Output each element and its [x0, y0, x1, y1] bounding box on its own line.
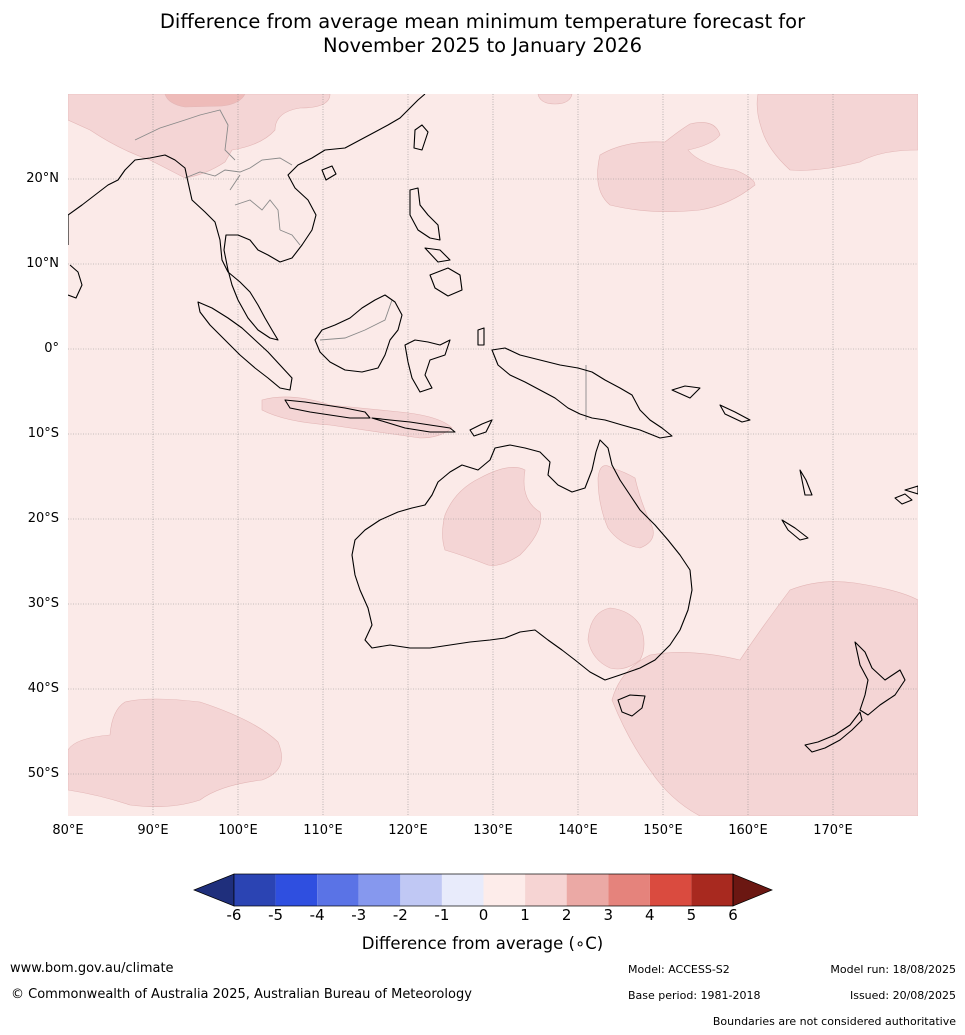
- coast-borneo: [314, 294, 403, 373]
- anomaly-patch-south-indian: [68, 698, 282, 807]
- coast-luzon: [409, 187, 441, 241]
- anomaly-patch-south-china: [68, 94, 331, 179]
- coast-vanuatu: [799, 469, 813, 496]
- colorbar-tick-label: -1: [434, 906, 450, 924]
- footer-model-run: Model run: 18/08/2025: [830, 963, 956, 976]
- anomaly-patch-cape-york: [597, 465, 654, 549]
- colorbar-swatch: [691, 874, 733, 906]
- coast-new-guinea: [491, 347, 673, 439]
- lat-label-10n: 10°N: [26, 256, 59, 271]
- colorbar-swatch: [566, 874, 609, 906]
- footer-model: Model: ACCESS-S2: [628, 963, 730, 976]
- footer-disclaimer: Boundaries are not considered authoritat…: [712, 1015, 956, 1028]
- lon-label-120e: 120°E: [388, 823, 428, 838]
- coast-sulawesi: [404, 339, 451, 393]
- coast-asia-mainland: [68, 94, 426, 341]
- coast-lesser-sunda: [371, 417, 456, 433]
- coast-new-britain: [671, 385, 701, 399]
- lon-label-130e: 130°E: [473, 823, 513, 838]
- colorbar-tick-label: 2: [561, 906, 572, 924]
- colorbar-swatch: [483, 874, 526, 906]
- lat-label-30s: 30°S: [27, 596, 59, 611]
- coast-philippines-visayas: [424, 247, 451, 263]
- anomaly-patch-south-china-strong: [164, 94, 246, 108]
- coast-java: [284, 399, 371, 419]
- coast-mindanao: [429, 267, 463, 297]
- colorbar-swatch: [358, 874, 401, 906]
- colorbar-swatch: [608, 874, 650, 906]
- lon-label-110e: 110°E: [303, 823, 343, 838]
- graticule: [68, 94, 918, 816]
- lat-label-50s: 50°S: [27, 766, 59, 781]
- coast-new-zealand-south: [804, 711, 863, 753]
- coast-solomons: [719, 404, 751, 423]
- anomaly-patch-north-pacific: [537, 94, 573, 105]
- anomaly-patch-west-pacific: [597, 122, 756, 212]
- colorbar-tick-label: -5: [268, 906, 284, 924]
- colorbar-swatch: [525, 874, 567, 906]
- colorbar-outline: [233, 873, 734, 907]
- coastlines: [68, 94, 918, 753]
- colorbar-label: Difference from average (∘C): [361, 934, 604, 953]
- colorbar-tick-label: -2: [392, 906, 408, 924]
- colorbar-swatch: [649, 874, 692, 906]
- title-line-1: Difference from average mean minimum tem…: [159, 10, 806, 33]
- colorbar: [193, 873, 773, 907]
- lat-label-40s: 40°S: [27, 681, 59, 696]
- coast-halmahera: [477, 327, 485, 346]
- colorbar-tick-label: -4: [309, 906, 325, 924]
- coast-fiji-2: [904, 485, 918, 495]
- coast-hainan: [321, 165, 337, 181]
- coast-sumatra: [197, 301, 293, 391]
- colorbar-tick-label: 0: [478, 906, 489, 924]
- anomaly-patch-bass-strait: [587, 607, 645, 670]
- lon-label-90e: 90°E: [137, 823, 169, 838]
- colorbar-tick-label: 4: [645, 906, 655, 924]
- map-title: Difference from average mean minimum tem…: [0, 10, 965, 58]
- lon-label-100e: 100°E: [218, 823, 258, 838]
- anomaly-patch-tasman: [611, 581, 918, 816]
- coast-fiji: [894, 493, 913, 505]
- coast-taiwan: [413, 124, 429, 151]
- lat-label-10s: 10°S: [27, 426, 59, 441]
- lat-label-equator: 0°: [44, 341, 59, 356]
- coast-tasmania: [617, 694, 646, 717]
- coast-australia: [351, 439, 693, 681]
- anomaly-patch-western-australia: [442, 467, 542, 566]
- footer-copyright: © Commonwealth of Australia 2025, Austra…: [11, 987, 472, 1002]
- lon-label-160e: 160°E: [728, 823, 768, 838]
- colorbar-swatch: [317, 874, 359, 906]
- lon-label-170e: 170°E: [813, 823, 853, 838]
- colorbar-swatch: [234, 874, 276, 906]
- map-panel: [68, 94, 918, 816]
- anomaly-patches: [68, 94, 918, 816]
- coast-timor: [469, 419, 493, 437]
- coast-new-zealand-north: [854, 641, 906, 716]
- colorbar-tick-label: -3: [351, 906, 367, 924]
- lat-label-20n: 20°N: [26, 171, 59, 186]
- colorbar-tick-label: -6: [226, 906, 242, 924]
- colorbar-arrow-low: [193, 873, 235, 907]
- country-borders: [134, 109, 587, 420]
- anomaly-patch-northeast-pacific: [756, 94, 918, 171]
- lon-label-150e: 150°E: [643, 823, 683, 838]
- footer-base-period: Base period: 1981-2018: [628, 989, 761, 1002]
- colorbar-tick-label: 6: [728, 906, 738, 924]
- colorbar-tick-label: 1: [520, 906, 530, 924]
- footer-issued: Issued: 20/08/2025: [849, 989, 956, 1002]
- footer-url: www.bom.gov.au/climate: [10, 961, 174, 976]
- colorbar-swatch: [400, 874, 442, 906]
- lon-label-80e: 80°E: [52, 823, 84, 838]
- lon-label-140e: 140°E: [558, 823, 598, 838]
- colorbar-swatch: [275, 874, 318, 906]
- coast-sri-lanka: [68, 264, 83, 299]
- coast-new-caledonia: [781, 519, 809, 541]
- colorbar-swatch: [441, 874, 484, 906]
- colorbar-arrow-high: [732, 873, 773, 907]
- colorbar-tick-label: 3: [603, 906, 614, 924]
- colorbar-tick-label: 5: [686, 906, 697, 924]
- lat-label-20s: 20°S: [27, 511, 59, 526]
- title-line-2: November 2025 to January 2026: [323, 34, 642, 57]
